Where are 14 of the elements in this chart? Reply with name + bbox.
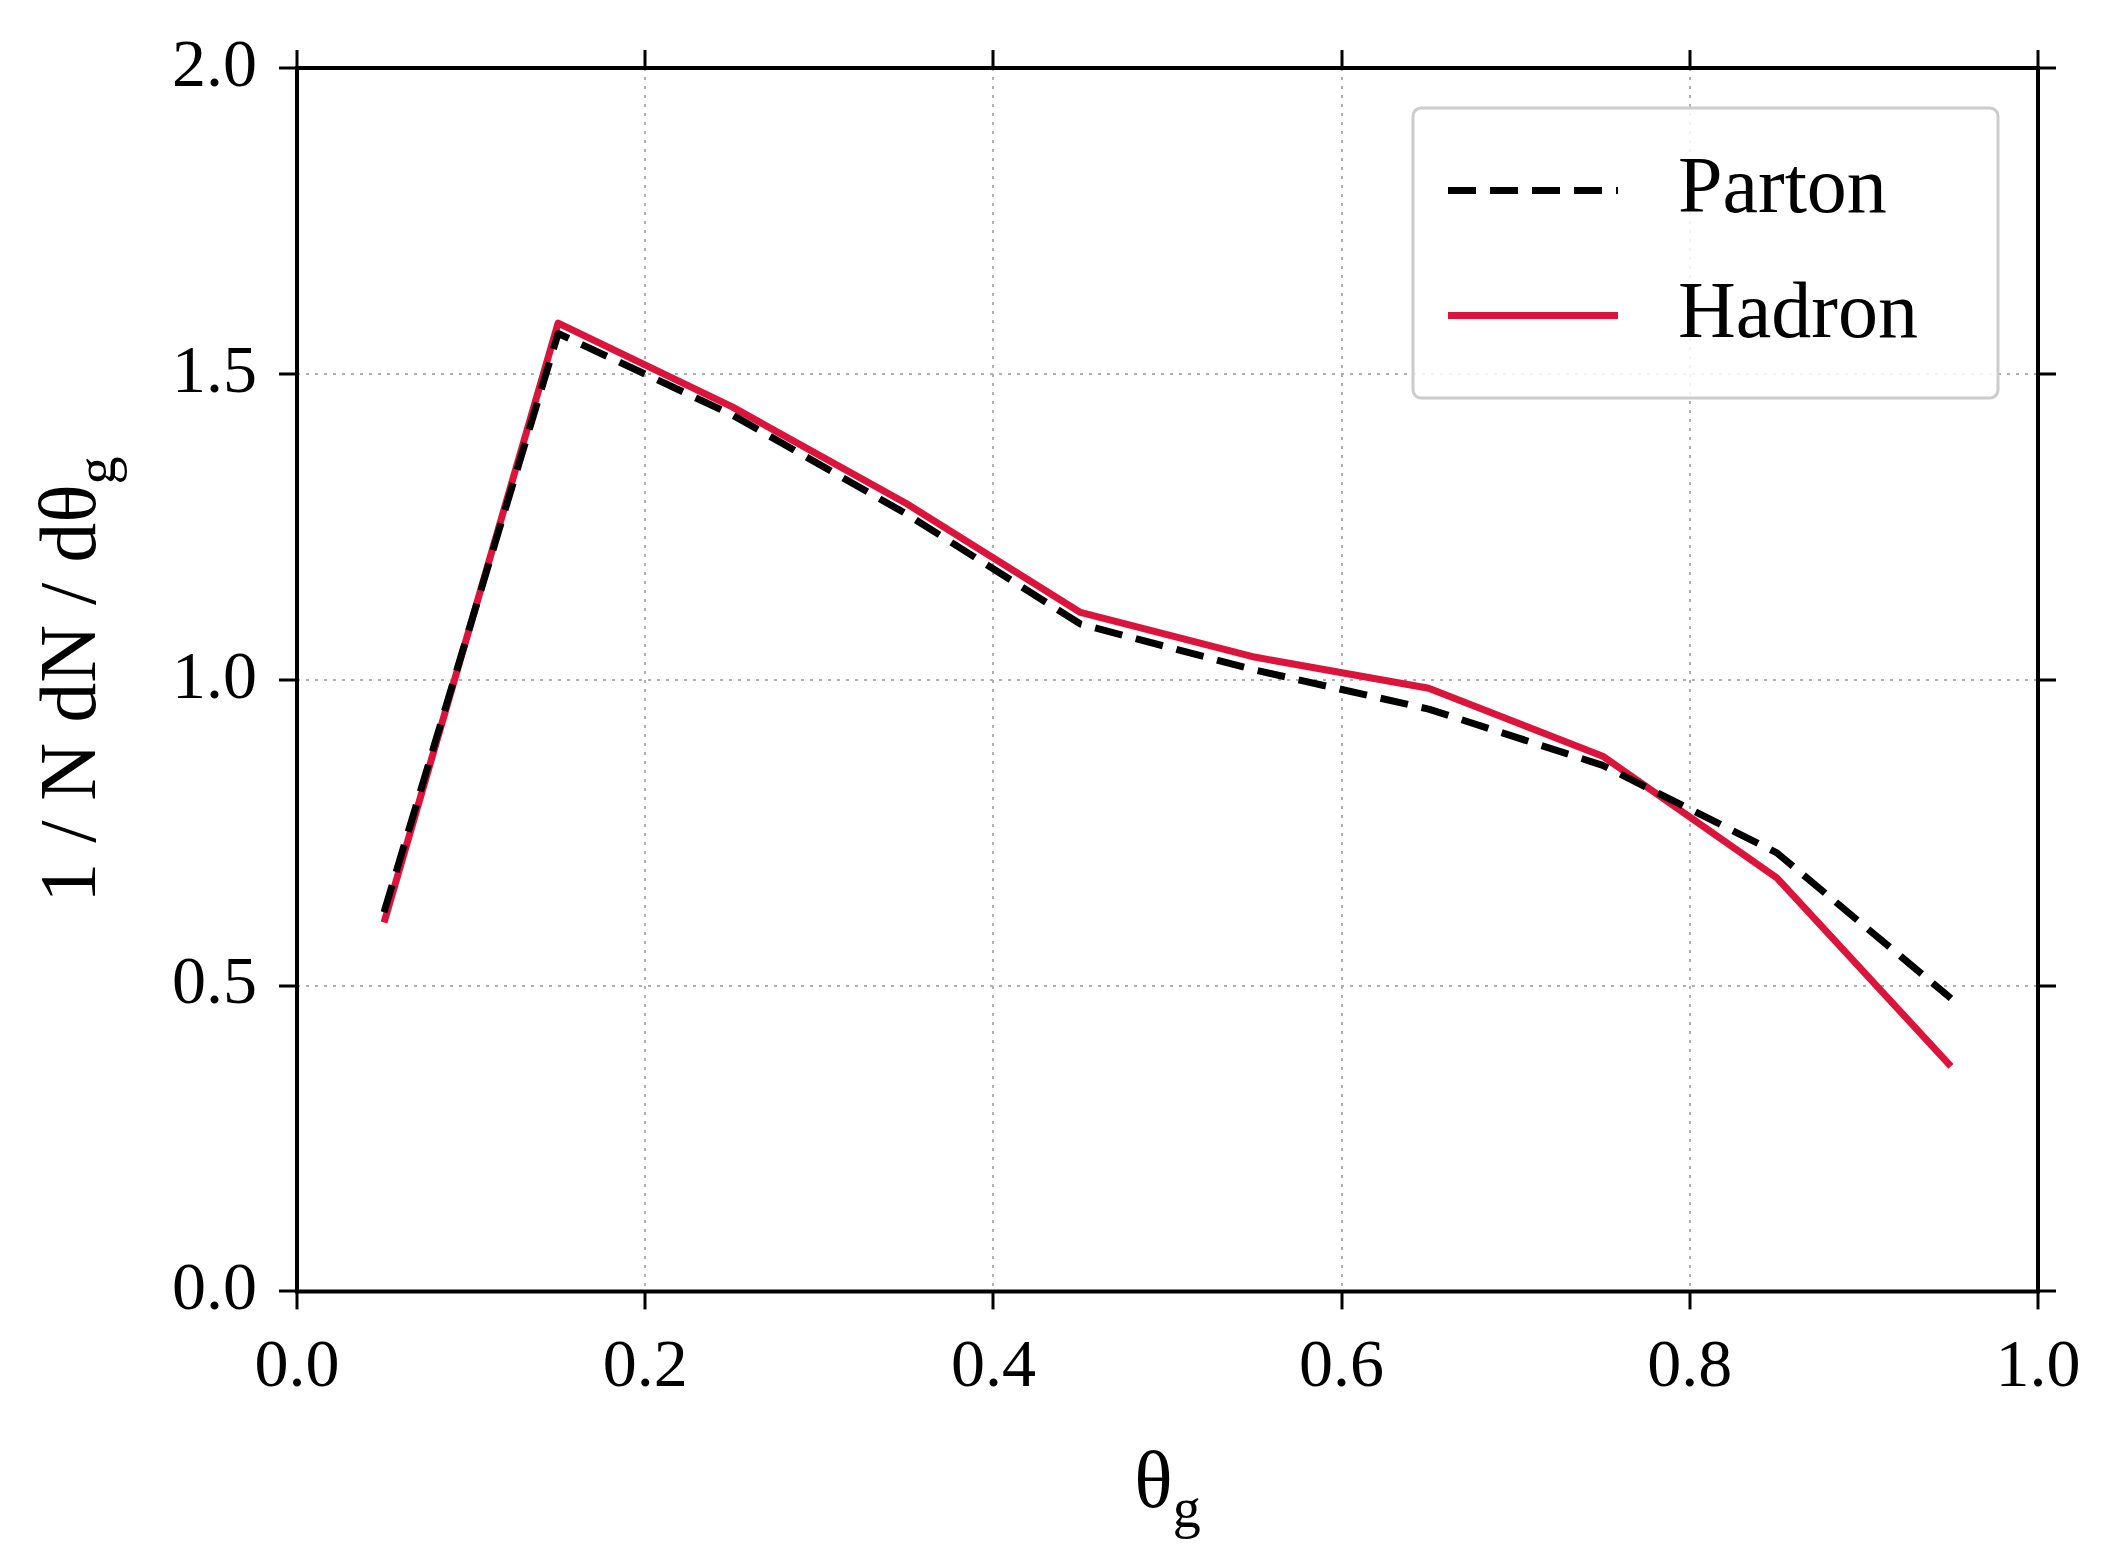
y-tick-label: 0.5 (172, 942, 257, 1019)
x-tick-label: 1.0 (1995, 1325, 2081, 1402)
x-tick-label: 0.8 (1647, 1325, 1733, 1402)
y-tick-label: 2.0 (172, 24, 257, 101)
y-tick-label: 1.5 (172, 330, 257, 407)
y-tick-label: 1.0 (172, 636, 257, 713)
x-tick-label: 0.2 (602, 1325, 688, 1402)
x-tick-label: 0.4 (950, 1325, 1036, 1402)
x-tick-label: 0.6 (1299, 1325, 1385, 1402)
legend-label: Parton (1678, 140, 1887, 229)
legend-label: Hadron (1678, 265, 1918, 354)
x-tick-label: 0.0 (254, 1325, 340, 1402)
y-tick-label: 0.0 (172, 1248, 257, 1325)
y-axis-title: 1 / N dN / dθg (24, 456, 127, 903)
